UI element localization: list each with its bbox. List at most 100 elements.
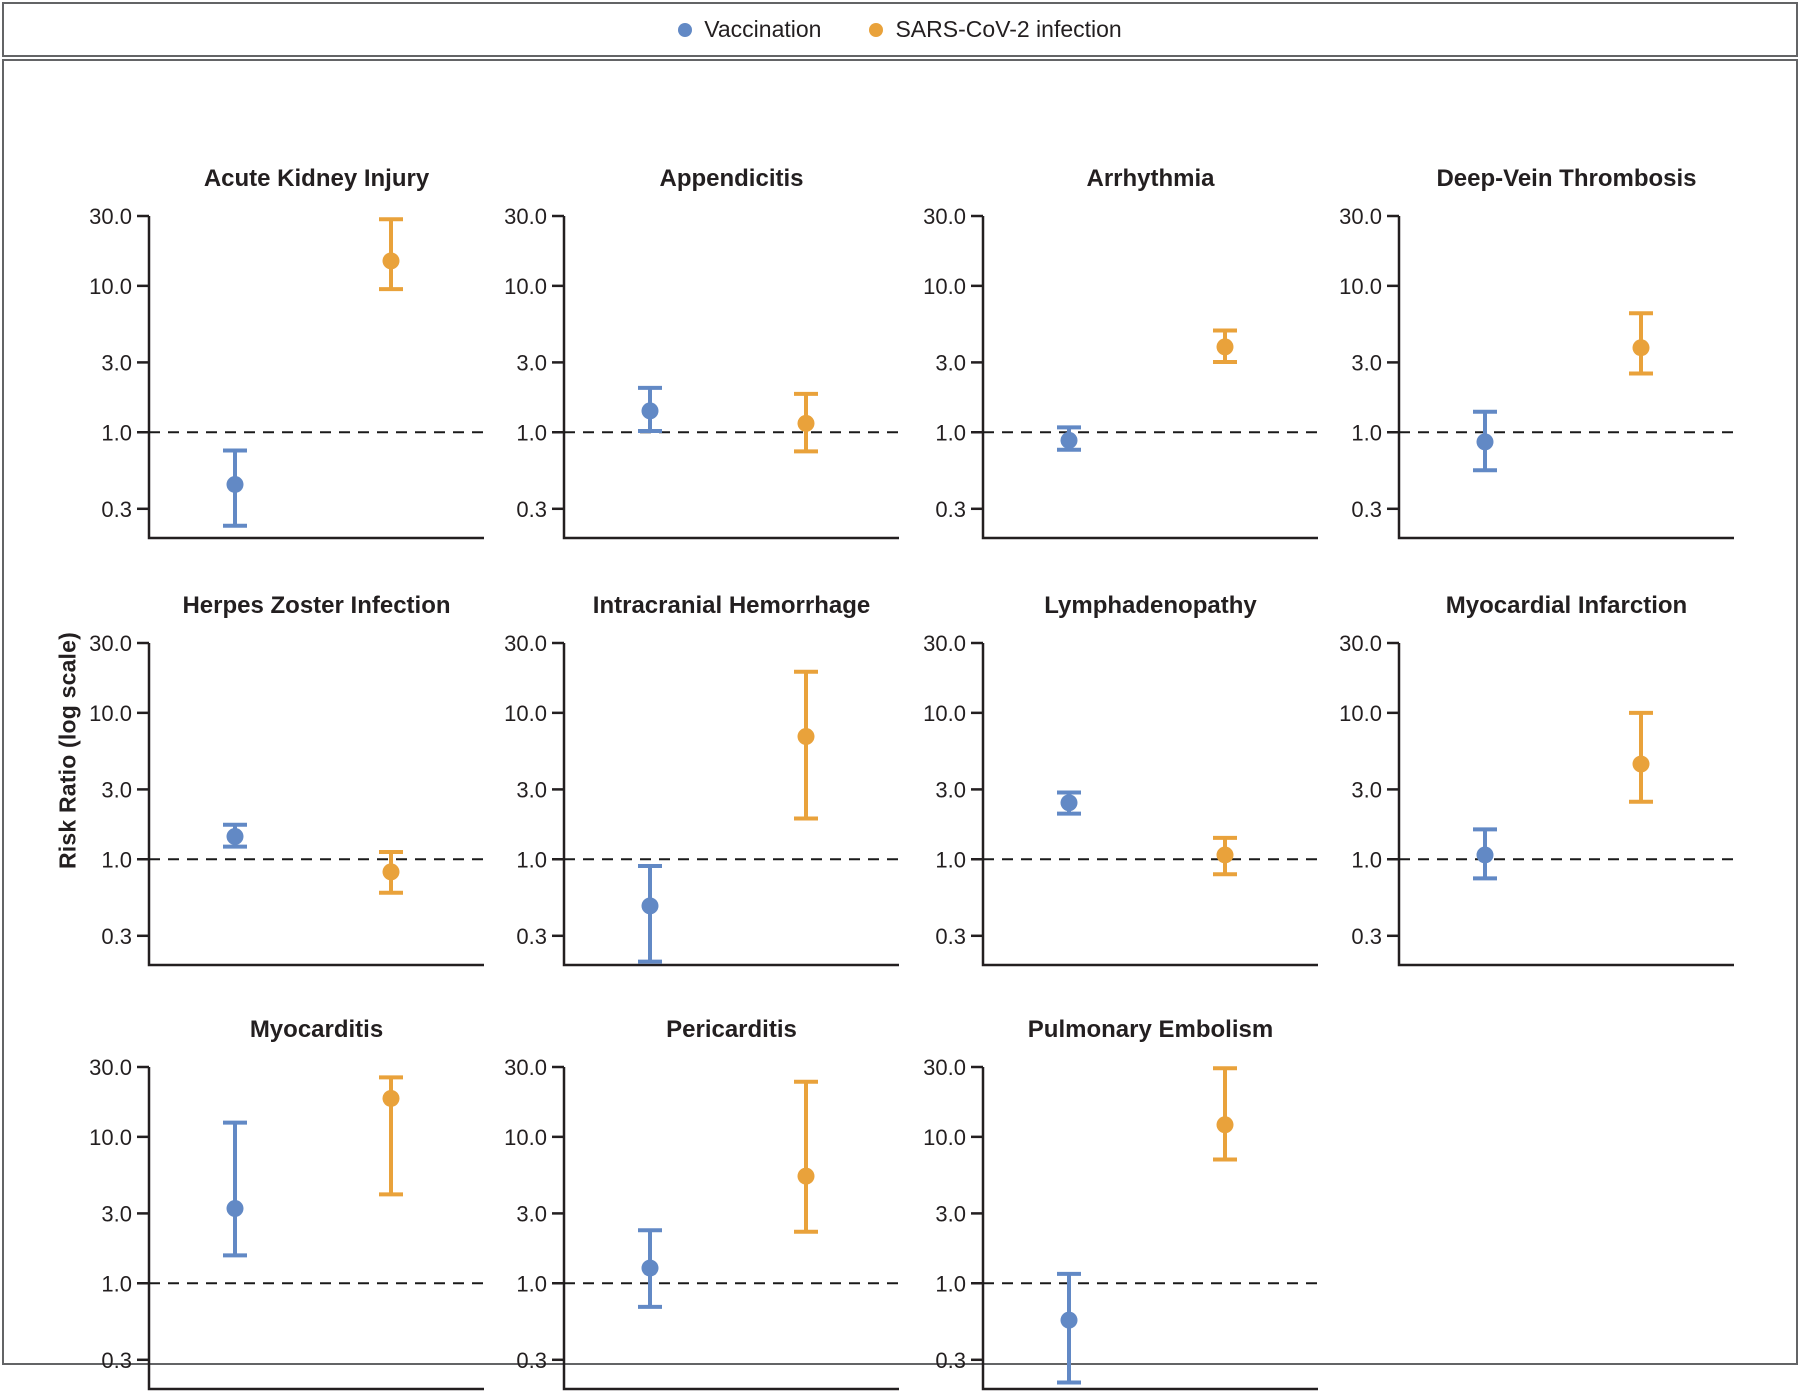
vaccination-errorbar-marker (641, 402, 659, 420)
y-tick-label: 1.0 (935, 420, 966, 445)
axis-lines (1397, 643, 1734, 967)
y-tick-label: 30.0 (504, 204, 547, 229)
vaccination-errorbar-marker (226, 828, 244, 846)
y-tick-label: 10.0 (504, 1125, 547, 1150)
y-tick-label: 30.0 (504, 631, 547, 656)
infection-errorbar-marker (1216, 1116, 1234, 1134)
legend-label-sars-cov-2-infection: SARS-CoV-2 infection (895, 16, 1122, 42)
y-tick-label: 0.3 (101, 497, 132, 522)
y-tick-label: 0.3 (1351, 924, 1382, 949)
y-tick-label: 30.0 (89, 204, 132, 229)
y-tick-label: 3.0 (516, 350, 547, 375)
panel-pericarditis: Pericarditis 30.0 10.0 3.0 1.0 0.3 (504, 1016, 899, 1391)
y-tick-label: 30.0 (504, 1055, 547, 1080)
panel-title-arrhythmia: Arrhythmia (1086, 165, 1215, 192)
panel-title-acute-kidney-injury: Acute Kidney Injury (204, 165, 430, 192)
panel-title-pericarditis: Pericarditis (666, 1016, 797, 1043)
vaccination-errorbar (223, 822, 247, 849)
vaccination-errorbar-marker (1060, 1311, 1078, 1329)
y-tick-label: 0.3 (935, 497, 966, 522)
axis-lines (562, 643, 899, 967)
panel-pulmonary-embolism: Pulmonary Embolism 30.0 10.0 3.0 1.0 0.3 (923, 1016, 1318, 1391)
panel-acute-kidney-injury: Acute Kidney Injury 30.0 10.0 3.0 1.0 0.3 (89, 165, 484, 540)
infection-errorbar-marker (1632, 339, 1650, 357)
vaccination-errorbar (1057, 425, 1081, 452)
panel-myocarditis: Myocarditis 30.0 10.0 3.0 1.0 0.3 (89, 1016, 484, 1391)
vaccination-errorbar (638, 385, 662, 433)
panel-title-intracranial-hemorrhage: Intracranial Hemorrhage (593, 592, 870, 619)
panel-title-myocarditis: Myocarditis (250, 1016, 383, 1043)
infection-errorbar (794, 669, 818, 821)
y-tick-label: 30.0 (923, 631, 966, 656)
vaccination-errorbar (1473, 409, 1497, 473)
vaccination-errorbar (223, 448, 247, 528)
infection-errorbar (1213, 835, 1237, 877)
infection-dot-icon (869, 22, 884, 37)
y-tick-label: 3.0 (101, 777, 132, 802)
y-tick-label: 10.0 (504, 274, 547, 299)
axis-lines (147, 216, 484, 540)
panel-intracranial-hemorrhage: Intracranial Hemorrhage 30.0 10.0 3.0 1.0 0.3 (504, 592, 899, 967)
y-tick-label: 1.0 (101, 1271, 132, 1296)
y-tick-label: 3.0 (101, 350, 132, 375)
panel-deep-vein-thrombosis: Deep-Vein Thrombosis 30.0 10.0 3.0 1.0 0.3 (1339, 165, 1734, 540)
panel-title-lymphadenopathy: Lymphadenopathy (1044, 592, 1257, 619)
y-tick-label: 1.0 (1351, 420, 1382, 445)
y-tick-label: 0.3 (516, 924, 547, 949)
vaccination-errorbar-marker (226, 475, 244, 493)
panel-title-herpes-zoster-infection: Herpes Zoster Infection (182, 592, 450, 619)
axis-lines (981, 643, 1318, 967)
infection-errorbar (1213, 328, 1237, 364)
axis-lines (981, 216, 1318, 540)
infection-errorbar-marker (1632, 755, 1650, 773)
infection-errorbar (1213, 1066, 1237, 1162)
vaccination-errorbar-marker (641, 1259, 659, 1277)
y-tick-label: 1.0 (516, 420, 547, 445)
figure-panel-area: Risk Ratio (log scale) Acute Kidney Inju… (2, 59, 1798, 1391)
y-tick-label: 30.0 (923, 1055, 966, 1080)
infection-errorbar-marker (1216, 846, 1234, 864)
infection-errorbar (794, 1079, 818, 1234)
infection-errorbar-marker (797, 728, 815, 746)
panel-title-myocardial-infarction: Myocardial Infarction (1446, 592, 1687, 619)
vaccination-errorbar-marker (1476, 846, 1494, 864)
y-tick-label: 30.0 (89, 631, 132, 656)
axis-lines (147, 643, 484, 967)
vaccination-errorbar-marker (641, 897, 659, 915)
infection-errorbar (379, 850, 403, 895)
y-tick-label: 10.0 (1339, 701, 1382, 726)
infection-errorbar-marker (382, 252, 400, 270)
axis-lines (1397, 216, 1734, 540)
infection-errorbar (1629, 311, 1653, 376)
y-tick-label: 10.0 (89, 274, 132, 299)
legend-item-sars-cov-2-infection: SARS-CoV-2 infection (869, 16, 1122, 43)
vaccination-errorbar (223, 1120, 247, 1258)
y-tick-label: 10.0 (504, 701, 547, 726)
vaccination-errorbar (638, 863, 662, 964)
legend-item-vaccination: Vaccination (678, 16, 821, 43)
vaccination-errorbar (638, 1228, 662, 1309)
y-tick-label: 30.0 (923, 204, 966, 229)
y-tick-label: 10.0 (923, 701, 966, 726)
infection-errorbar-marker (797, 1167, 815, 1185)
y-tick-label: 0.3 (101, 1348, 132, 1373)
vaccination-errorbar-marker (1476, 433, 1494, 451)
y-tick-label: 0.3 (101, 924, 132, 949)
y-tick-label: 1.0 (1351, 847, 1382, 872)
y-tick-label: 3.0 (1351, 350, 1382, 375)
y-tick-label: 3.0 (935, 777, 966, 802)
infection-errorbar (794, 391, 818, 454)
infection-errorbar-marker (1216, 338, 1234, 356)
panel-title-deep-vein-thrombosis: Deep-Vein Thrombosis (1436, 165, 1696, 192)
vaccination-errorbar (1057, 790, 1081, 816)
panel-appendicitis: Appendicitis 30.0 10.0 3.0 1.0 0.3 (504, 165, 899, 540)
y-tick-label: 10.0 (923, 274, 966, 299)
axis-lines (562, 216, 899, 540)
infection-errorbar (1629, 710, 1653, 804)
y-tick-label: 10.0 (89, 1125, 132, 1150)
y-tick-label: 0.3 (935, 924, 966, 949)
y-tick-label: 1.0 (101, 420, 132, 445)
y-tick-label: 1.0 (935, 1271, 966, 1296)
y-tick-label: 10.0 (89, 701, 132, 726)
